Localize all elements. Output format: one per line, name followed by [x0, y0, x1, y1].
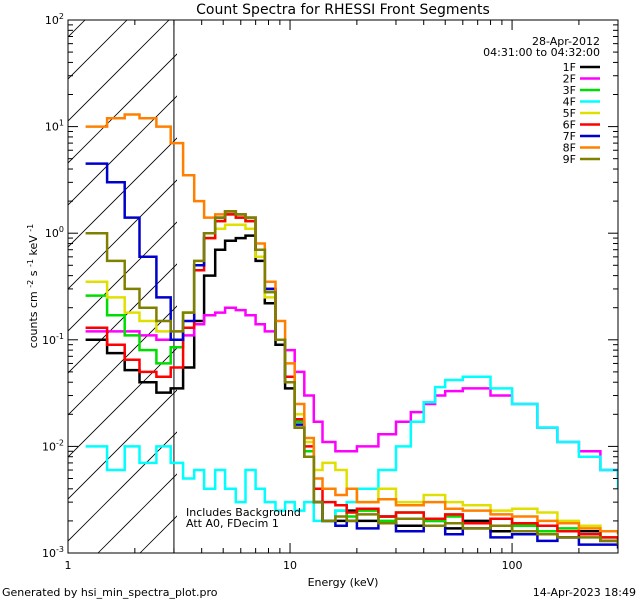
y-label-exp2: -1 — [26, 259, 35, 267]
y-axis-label: counts cm -2 s -1 keV -1 — [23, 224, 40, 349]
annotation-attenuator: Att A0, FDecim 1 — [186, 517, 279, 530]
chart-title: Count Spectra for RHESSI Front Segments — [196, 2, 490, 18]
y-label-part-pre: counts cm — [27, 291, 40, 348]
date-label: 28-Apr-2012 — [532, 35, 600, 48]
y-label-part-post: keV — [27, 235, 40, 256]
y-label-exp1: -2 — [26, 280, 35, 288]
series-line-2F — [85, 306, 618, 479]
legend-label-8F: 8F — [563, 142, 576, 155]
time-range-label: 04:31:00 to 04:32:00 — [483, 46, 600, 59]
legend-label-3F: 3F — [563, 84, 576, 97]
hatched-region — [68, 20, 177, 553]
x-tick-label: 1 — [65, 559, 72, 572]
series-line-4F — [85, 375, 618, 523]
footer-timestamp: 14-Apr-2023 18:49 — [533, 586, 636, 599]
y-label-exp3: -1 — [26, 224, 35, 232]
legend-label-5F: 5F — [563, 107, 576, 120]
y-tick-label: 10-3 — [42, 545, 64, 560]
y-tick-label: 100 — [45, 225, 64, 240]
series-line-8F — [85, 113, 618, 535]
legend-label-4F: 4F — [563, 96, 576, 109]
y-tick-label: 101 — [45, 119, 64, 134]
hatch-line — [68, 347, 177, 458]
hatch-line — [68, 95, 177, 206]
x-axis-label: Energy (keV) — [308, 576, 379, 589]
annotation-background: Includes Background — [186, 506, 301, 519]
footer-generated-by: Generated by hsi_min_spectra_plot.pro — [2, 586, 218, 599]
legend-label-2F: 2F — [563, 73, 576, 86]
hatch-line — [68, 431, 177, 542]
y-label-part-mid: s — [27, 270, 40, 276]
legend-label-1F: 1F — [563, 61, 576, 74]
hatch-line — [68, 179, 177, 290]
x-tick-label: 10 — [283, 559, 297, 572]
series-group — [85, 113, 618, 549]
series-line-9F — [85, 210, 618, 545]
x-tick-label: 100 — [502, 559, 523, 572]
hatch-line — [68, 389, 177, 500]
axis-group: 1 10 100 10-3 10-2 10-1 100 101 102 — [42, 12, 619, 572]
plot-frame — [67, 19, 619, 554]
y-tick-label: 10-2 — [42, 438, 64, 453]
y-tick-label: 10-1 — [42, 332, 64, 347]
y-tick-label: 102 — [45, 12, 64, 27]
hatch-line — [68, 137, 177, 248]
legend-label-6F: 6F — [563, 119, 576, 132]
legend-label-7F: 7F — [563, 130, 576, 143]
legend-label-9F: 9F — [563, 153, 576, 166]
